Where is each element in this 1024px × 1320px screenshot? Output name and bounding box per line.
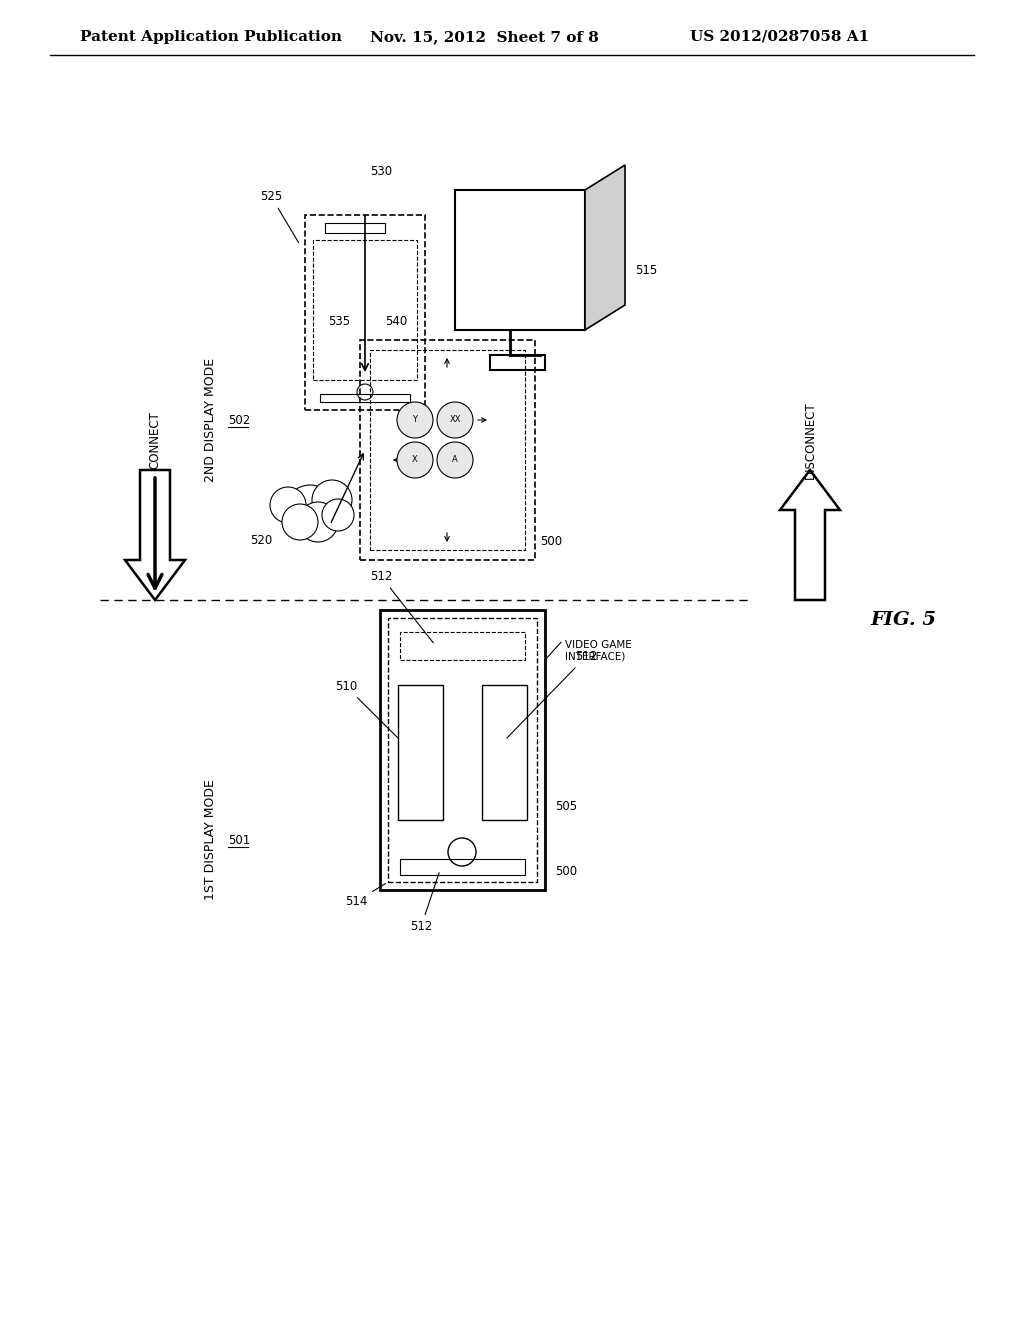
Bar <box>388 618 537 882</box>
Bar <box>400 632 525 660</box>
Circle shape <box>270 487 306 523</box>
Bar <box>380 610 545 890</box>
Bar <box>455 190 585 330</box>
Bar <box>319 393 410 403</box>
Text: 500: 500 <box>555 865 578 878</box>
Circle shape <box>282 504 318 540</box>
Circle shape <box>312 480 352 520</box>
Text: 512: 512 <box>370 570 433 643</box>
Text: 505: 505 <box>555 800 578 813</box>
Text: VIDEO GAME
INTERFACE): VIDEO GAME INTERFACE) <box>565 640 632 661</box>
Text: US 2012/0287058 A1: US 2012/0287058 A1 <box>690 30 869 44</box>
Text: Y: Y <box>413 416 418 425</box>
Text: 500: 500 <box>540 535 562 548</box>
Text: 2ND DISPLAY MODE: 2ND DISPLAY MODE <box>204 358 216 482</box>
Circle shape <box>397 403 433 438</box>
Polygon shape <box>585 165 625 330</box>
Text: FIG. 5: FIG. 5 <box>870 611 936 630</box>
Text: DISCONNECT: DISCONNECT <box>804 401 816 479</box>
Text: 520: 520 <box>250 533 272 546</box>
Text: 525: 525 <box>260 190 299 243</box>
Bar <box>313 240 417 380</box>
Text: 1ST DISPLAY MODE: 1ST DISPLAY MODE <box>204 780 216 900</box>
Text: CONNECT: CONNECT <box>148 411 162 469</box>
Text: 502: 502 <box>228 413 250 426</box>
Circle shape <box>285 484 335 535</box>
Text: 530: 530 <box>370 165 392 178</box>
Text: 540: 540 <box>385 315 408 327</box>
Text: 512: 512 <box>410 873 439 933</box>
Text: Nov. 15, 2012  Sheet 7 of 8: Nov. 15, 2012 Sheet 7 of 8 <box>370 30 599 44</box>
Bar <box>325 223 385 234</box>
Text: 510: 510 <box>335 680 398 738</box>
Text: X: X <box>412 455 418 465</box>
Circle shape <box>437 403 473 438</box>
Text: 535: 535 <box>328 315 350 327</box>
Bar <box>482 685 527 820</box>
Circle shape <box>322 499 354 531</box>
Circle shape <box>298 502 338 543</box>
Bar <box>360 341 535 560</box>
Text: Patent Application Publication: Patent Application Publication <box>80 30 342 44</box>
Text: A: A <box>453 455 458 465</box>
Text: 515: 515 <box>635 264 657 276</box>
Bar <box>305 215 425 411</box>
Bar <box>398 685 443 820</box>
Bar <box>400 859 525 875</box>
Circle shape <box>437 442 473 478</box>
Text: 501: 501 <box>228 833 250 846</box>
Text: XX: XX <box>450 416 461 425</box>
Text: 514: 514 <box>345 883 386 908</box>
Circle shape <box>397 442 433 478</box>
Bar <box>490 355 545 370</box>
Bar <box>370 350 525 550</box>
Text: 512: 512 <box>507 649 597 738</box>
